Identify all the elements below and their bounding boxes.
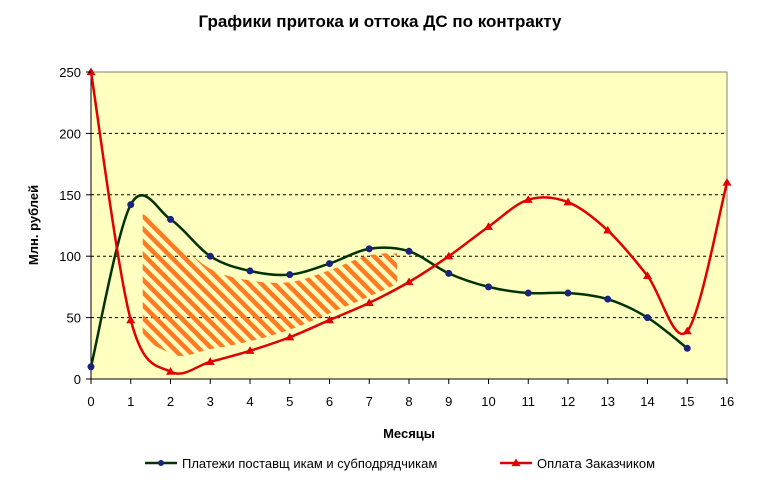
- y-tick-label: 0: [74, 372, 81, 387]
- data-point: [722, 178, 732, 186]
- data-point: [445, 269, 453, 277]
- data-point: [127, 201, 135, 209]
- legend: Платежи поставщ икам и субподрядчикам Опл…: [145, 456, 655, 471]
- y-tick-label: 100: [59, 249, 81, 264]
- data-point: [286, 271, 294, 279]
- x-tick-label: 5: [286, 394, 293, 409]
- x-tick-label: 10: [481, 394, 495, 409]
- x-tick-label: 15: [680, 394, 694, 409]
- x-tick-label: 16: [720, 394, 734, 409]
- x-tick-label: 12: [561, 394, 575, 409]
- data-point: [126, 315, 136, 324]
- data-point: [405, 247, 413, 255]
- x-tick-label: 0: [87, 394, 94, 409]
- y-tick-label: 50: [67, 311, 81, 326]
- data-point: [485, 283, 492, 291]
- x-tick-label: 11: [522, 394, 536, 409]
- y-tick-label: 250: [59, 65, 81, 80]
- y-tick-label: 200: [59, 126, 81, 141]
- data-point: [682, 326, 692, 335]
- data-point: [643, 271, 652, 279]
- data-point: [683, 344, 691, 352]
- data-point: [603, 225, 613, 234]
- hatched-area: [142, 214, 398, 356]
- data-point: [524, 289, 532, 297]
- data-point: [326, 260, 333, 268]
- data-point: [325, 315, 334, 324]
- x-tick-label: 14: [640, 394, 654, 409]
- data-point: [166, 367, 175, 375]
- data-point: [404, 277, 414, 286]
- legend-label: Оплата Заказчиком: [537, 456, 655, 471]
- data-point: [87, 363, 95, 371]
- x-tick-label: 8: [405, 394, 412, 409]
- x-tick-label: 13: [601, 394, 615, 409]
- data-point: [365, 245, 373, 253]
- legend-label: Платежи поставщ икам и субподрядчикам: [182, 456, 437, 471]
- data-point: [563, 197, 573, 206]
- y-tick-label: 150: [59, 188, 81, 203]
- data-point: [205, 357, 215, 365]
- series: [86, 67, 732, 375]
- data-point: [364, 298, 374, 307]
- x-tick-label: 9: [445, 394, 452, 409]
- data-point: [285, 332, 295, 341]
- data-point: [644, 314, 651, 322]
- data-point: [444, 251, 454, 260]
- legend-marker: [158, 460, 164, 466]
- x-tick-label: 1: [127, 394, 134, 409]
- gridlines: [91, 132, 727, 319]
- data-point: [245, 346, 255, 354]
- x-tick-label: 4: [246, 394, 253, 409]
- chart-title: Графики притока и оттока ДС по контракту: [198, 12, 562, 31]
- x-tick-label: 3: [207, 394, 214, 409]
- data-point: [564, 289, 572, 297]
- data-point: [86, 67, 96, 76]
- x-tick-label: 2: [167, 394, 174, 409]
- data-point: [246, 267, 254, 275]
- data-point: [206, 252, 214, 260]
- x-tick-label: 6: [326, 394, 333, 409]
- y-axis-label: Млн. рублей: [26, 185, 41, 265]
- x-tick-label: 7: [366, 394, 373, 409]
- x-axis-label: Месяцы: [383, 426, 435, 441]
- data-point: [523, 195, 533, 203]
- data-point: [604, 295, 612, 303]
- legend-marker: [511, 458, 521, 467]
- data-point: [167, 215, 174, 223]
- data-point: [484, 222, 493, 230]
